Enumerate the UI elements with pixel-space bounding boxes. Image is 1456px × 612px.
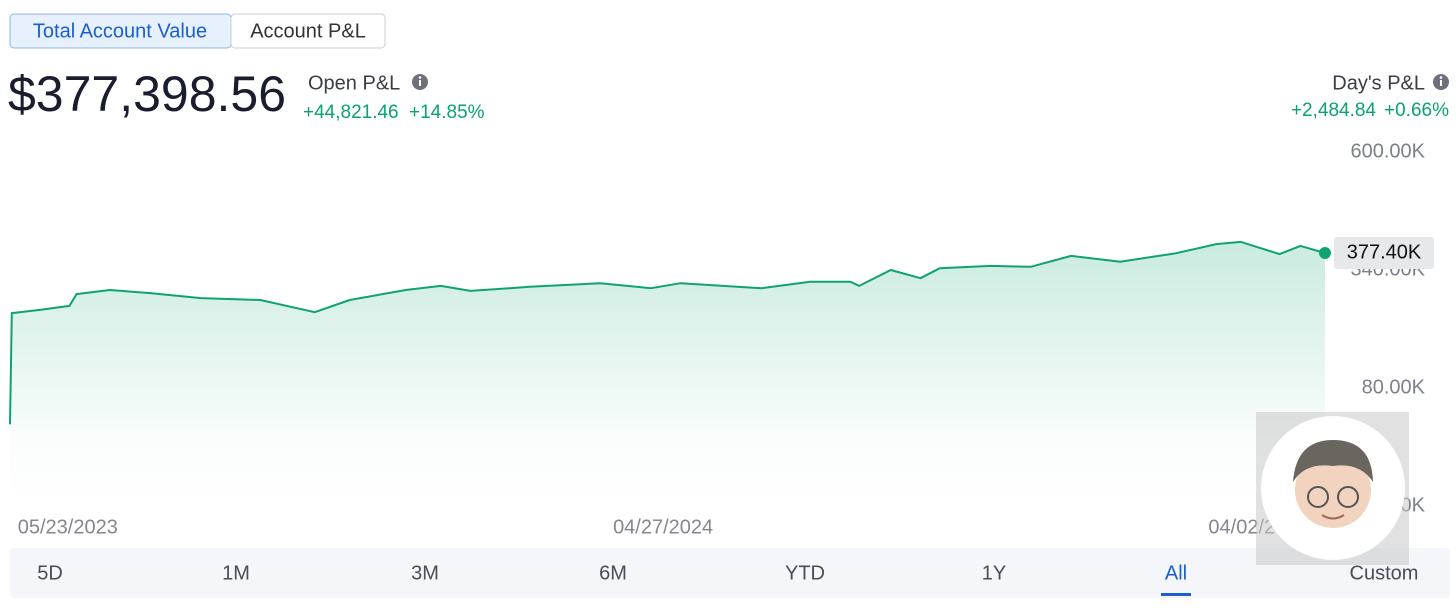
open-pl-label: Open P&L <box>308 72 400 94</box>
days-pl-label: Day's P&L <box>1332 72 1425 94</box>
range-underline <box>1161 593 1191 596</box>
tab-label[interactable]: Account P&L <box>250 20 366 42</box>
range-option[interactable]: YTD <box>785 562 825 584</box>
chart: 600.00K340.00K80.00K-180.00K05/23/202304… <box>9 140 1434 538</box>
end-label-box <box>1334 237 1434 270</box>
account-value: $377,398.56 <box>8 66 286 122</box>
range-option[interactable]: 5D <box>37 562 63 584</box>
open-pl-amount: +44,821.46 <box>303 102 399 123</box>
end-label: 377.40K <box>1347 241 1422 263</box>
area-fill <box>10 241 1325 506</box>
avatar-overlay <box>1256 412 1409 565</box>
line <box>9 240 1326 425</box>
y-tick-label: 600.00K <box>1350 140 1425 162</box>
x-tick-label: 05/23/2023 <box>18 516 118 538</box>
y-tick-label: 80.00K <box>1362 376 1426 398</box>
range-option[interactable]: Custom <box>1350 562 1419 584</box>
info-icon[interactable] <box>412 74 428 90</box>
range-option[interactable]: 6M <box>599 562 627 584</box>
end-point <box>1319 247 1331 260</box>
days-pl-amount: +2,484.84 <box>1291 100 1376 121</box>
open-pl-percent: +14.85% <box>409 102 485 123</box>
range-option[interactable]: 1M <box>222 562 250 584</box>
x-tick-label: 04/27/2024 <box>613 516 713 538</box>
tab-label[interactable]: Total Account Value <box>33 20 207 42</box>
range-option[interactable]: 1Y <box>982 562 1006 584</box>
range-bar <box>10 548 1450 598</box>
range-option[interactable]: All <box>1165 562 1187 584</box>
days-pl-percent: +0.66% <box>1384 100 1449 121</box>
tab[interactable] <box>230 13 386 49</box>
range-option[interactable]: 3M <box>411 562 439 584</box>
info-icon[interactable] <box>1433 74 1449 90</box>
